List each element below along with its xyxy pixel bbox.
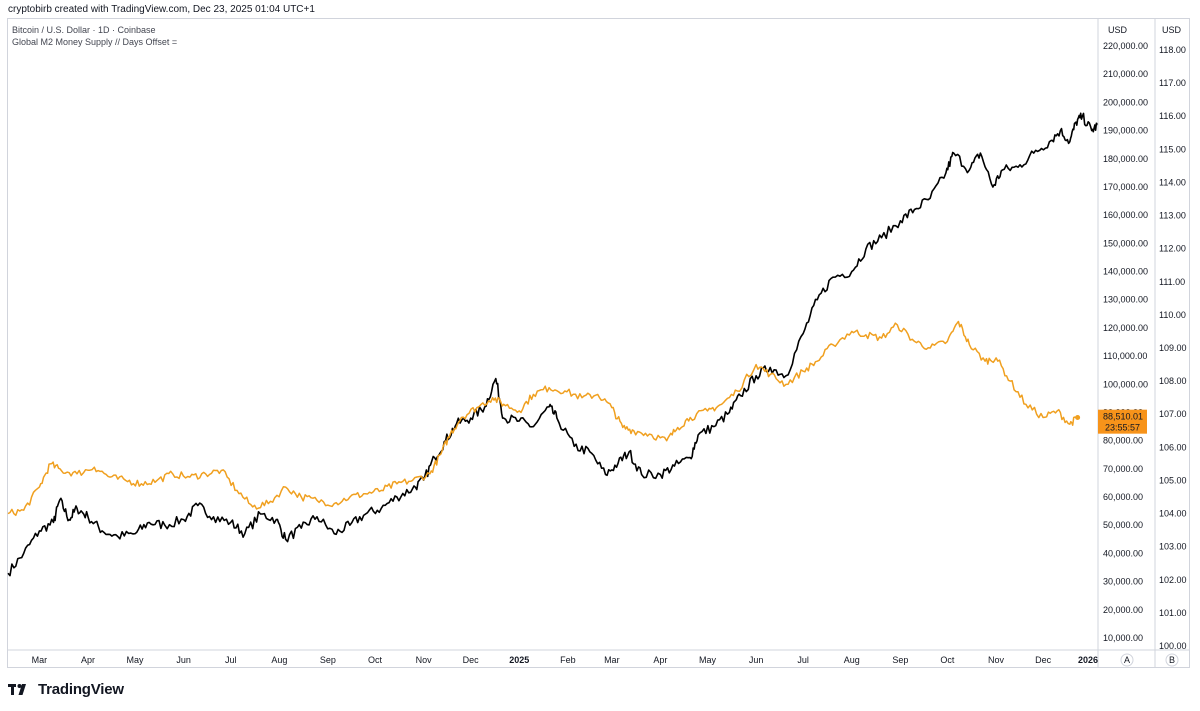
btc-tick-label: 40,000.00 xyxy=(1103,548,1143,558)
m2-tick-label: 102.00 xyxy=(1159,575,1187,585)
m2-tick-label: 116.00 xyxy=(1159,111,1186,121)
time-tick-label: 2026 xyxy=(1078,655,1098,665)
btc-tick-label: 20,000.00 xyxy=(1103,605,1143,615)
bar-countdown-label: 23:55:57 xyxy=(1105,423,1140,433)
time-tick-label: Apr xyxy=(81,655,95,665)
btc-tick-label: 220,000.00 xyxy=(1103,41,1148,51)
m2-tick-label: 111.00 xyxy=(1159,277,1185,287)
btc-tick-label: 50,000.00 xyxy=(1103,520,1143,530)
time-tick-label: Oct xyxy=(368,655,383,665)
btc-tick-label: 100,000.00 xyxy=(1103,379,1148,389)
m2-tick-label: 117.00 xyxy=(1159,78,1186,88)
m2-tick-label: 103.00 xyxy=(1159,542,1187,552)
right-scale-title: USD xyxy=(1162,25,1182,35)
left-scale-mode-label: A xyxy=(1124,655,1130,665)
tradingview-logo[interactable]: TradingView xyxy=(8,680,124,698)
time-tick-label: Dec xyxy=(463,655,480,665)
right-scale-mode-label: B xyxy=(1169,655,1175,665)
time-tick-label: Aug xyxy=(844,655,860,665)
time-tick-label: Jul xyxy=(225,655,237,665)
btc-tick-label: 140,000.00 xyxy=(1103,267,1148,277)
btc-tick-label: 190,000.00 xyxy=(1103,126,1148,136)
legend-symbol[interactable]: Bitcoin / U.S. Dollar · 1D · Coinbase xyxy=(12,25,156,35)
btc-tick-label: 150,000.00 xyxy=(1103,238,1148,248)
right-scale-mode-button[interactable] xyxy=(1165,653,1179,667)
btc-tick-label: 130,000.00 xyxy=(1103,295,1148,305)
axes: USD USD 220,000.00 210,000.00 200,000.00 190,… xyxy=(8,19,1190,668)
chart-credit: cryptobirb created with TradingView.com,… xyxy=(8,4,315,15)
btc-price-line[interactable] xyxy=(7,112,1099,577)
time-tick-label: Mar xyxy=(32,655,48,665)
btc-tick-label: 80,000.00 xyxy=(1103,436,1143,446)
left-scale-mode-button[interactable] xyxy=(1120,653,1134,667)
m2-tick-label: 113.00 xyxy=(1159,211,1186,221)
m2-tick-label: 115.00 xyxy=(1159,144,1186,154)
time-tick-label: Sep xyxy=(892,655,908,665)
btc-tick-label: 120,000.00 xyxy=(1103,323,1148,333)
m2-tick-label: 108.00 xyxy=(1159,376,1187,386)
m2-tick-label: 114.00 xyxy=(1159,177,1186,187)
legend-indicator[interactable]: Global M2 Money Supply // Days Offset = xyxy=(12,37,178,47)
btc-tick-label: 30,000.00 xyxy=(1103,577,1143,587)
m2-last-point xyxy=(1075,415,1081,421)
left-scale-title: USD xyxy=(1108,25,1128,35)
btc-tick-label: 210,000.00 xyxy=(1103,69,1148,79)
time-tick-label: 2025 xyxy=(509,655,529,665)
time-tick-label: Jun xyxy=(749,655,764,665)
time-tick-label: Jun xyxy=(176,655,191,665)
btc-tick-label: 70,000.00 xyxy=(1103,464,1143,474)
m2-tick-label: 107.00 xyxy=(1159,409,1187,419)
m2-tick-label: 118.00 xyxy=(1159,45,1186,55)
m2-tick-label: 112.00 xyxy=(1159,244,1186,254)
brand-name: TradingView xyxy=(38,680,124,698)
m2-tick-label: 105.00 xyxy=(1159,475,1187,485)
current-price-label: 88,510.01 xyxy=(1103,412,1143,422)
time-tick-label: Aug xyxy=(271,655,287,665)
btc-tick-label: 10,000.00 xyxy=(1103,633,1143,643)
time-tick-label: Sep xyxy=(320,655,336,665)
time-tick-label: Dec xyxy=(1035,655,1052,665)
series-lines xyxy=(7,112,1099,577)
btc-tick-label: 200,000.00 xyxy=(1103,97,1148,107)
m2-tick-label: 110.00 xyxy=(1159,310,1186,320)
m2-tick-label: 101.00 xyxy=(1159,608,1187,618)
time-tick-label: Apr xyxy=(653,655,667,665)
btc-tick-label: 170,000.00 xyxy=(1103,182,1148,192)
time-tick-label: Oct xyxy=(940,655,955,665)
time-tick-label: May xyxy=(127,655,145,665)
time-tick-label: Feb xyxy=(560,655,576,665)
m2-tick-label: 109.00 xyxy=(1159,343,1187,353)
current-price-tag xyxy=(1098,409,1147,434)
time-tick-label: Jul xyxy=(797,655,809,665)
time-tick-label: May xyxy=(699,655,717,665)
btc-tick-label: 180,000.00 xyxy=(1103,154,1148,164)
btc-tick-label: 60,000.00 xyxy=(1103,492,1143,502)
btc-tick-label: 110,000.00 xyxy=(1103,351,1147,361)
time-tick-label: Mar xyxy=(604,655,620,665)
time-tick-label: Nov xyxy=(988,655,1005,665)
tradingview-logo-icon xyxy=(8,680,32,698)
btc-tick-label: 160,000.00 xyxy=(1103,210,1148,220)
m2-tick-label: 104.00 xyxy=(1159,509,1187,519)
global-m2-line[interactable] xyxy=(7,320,1079,517)
chart-frame[interactable] xyxy=(7,18,1190,668)
m2-tick-label: 106.00 xyxy=(1159,442,1187,452)
m2-tick-label: 100.00 xyxy=(1159,641,1187,651)
time-tick-label: Nov xyxy=(416,655,433,665)
